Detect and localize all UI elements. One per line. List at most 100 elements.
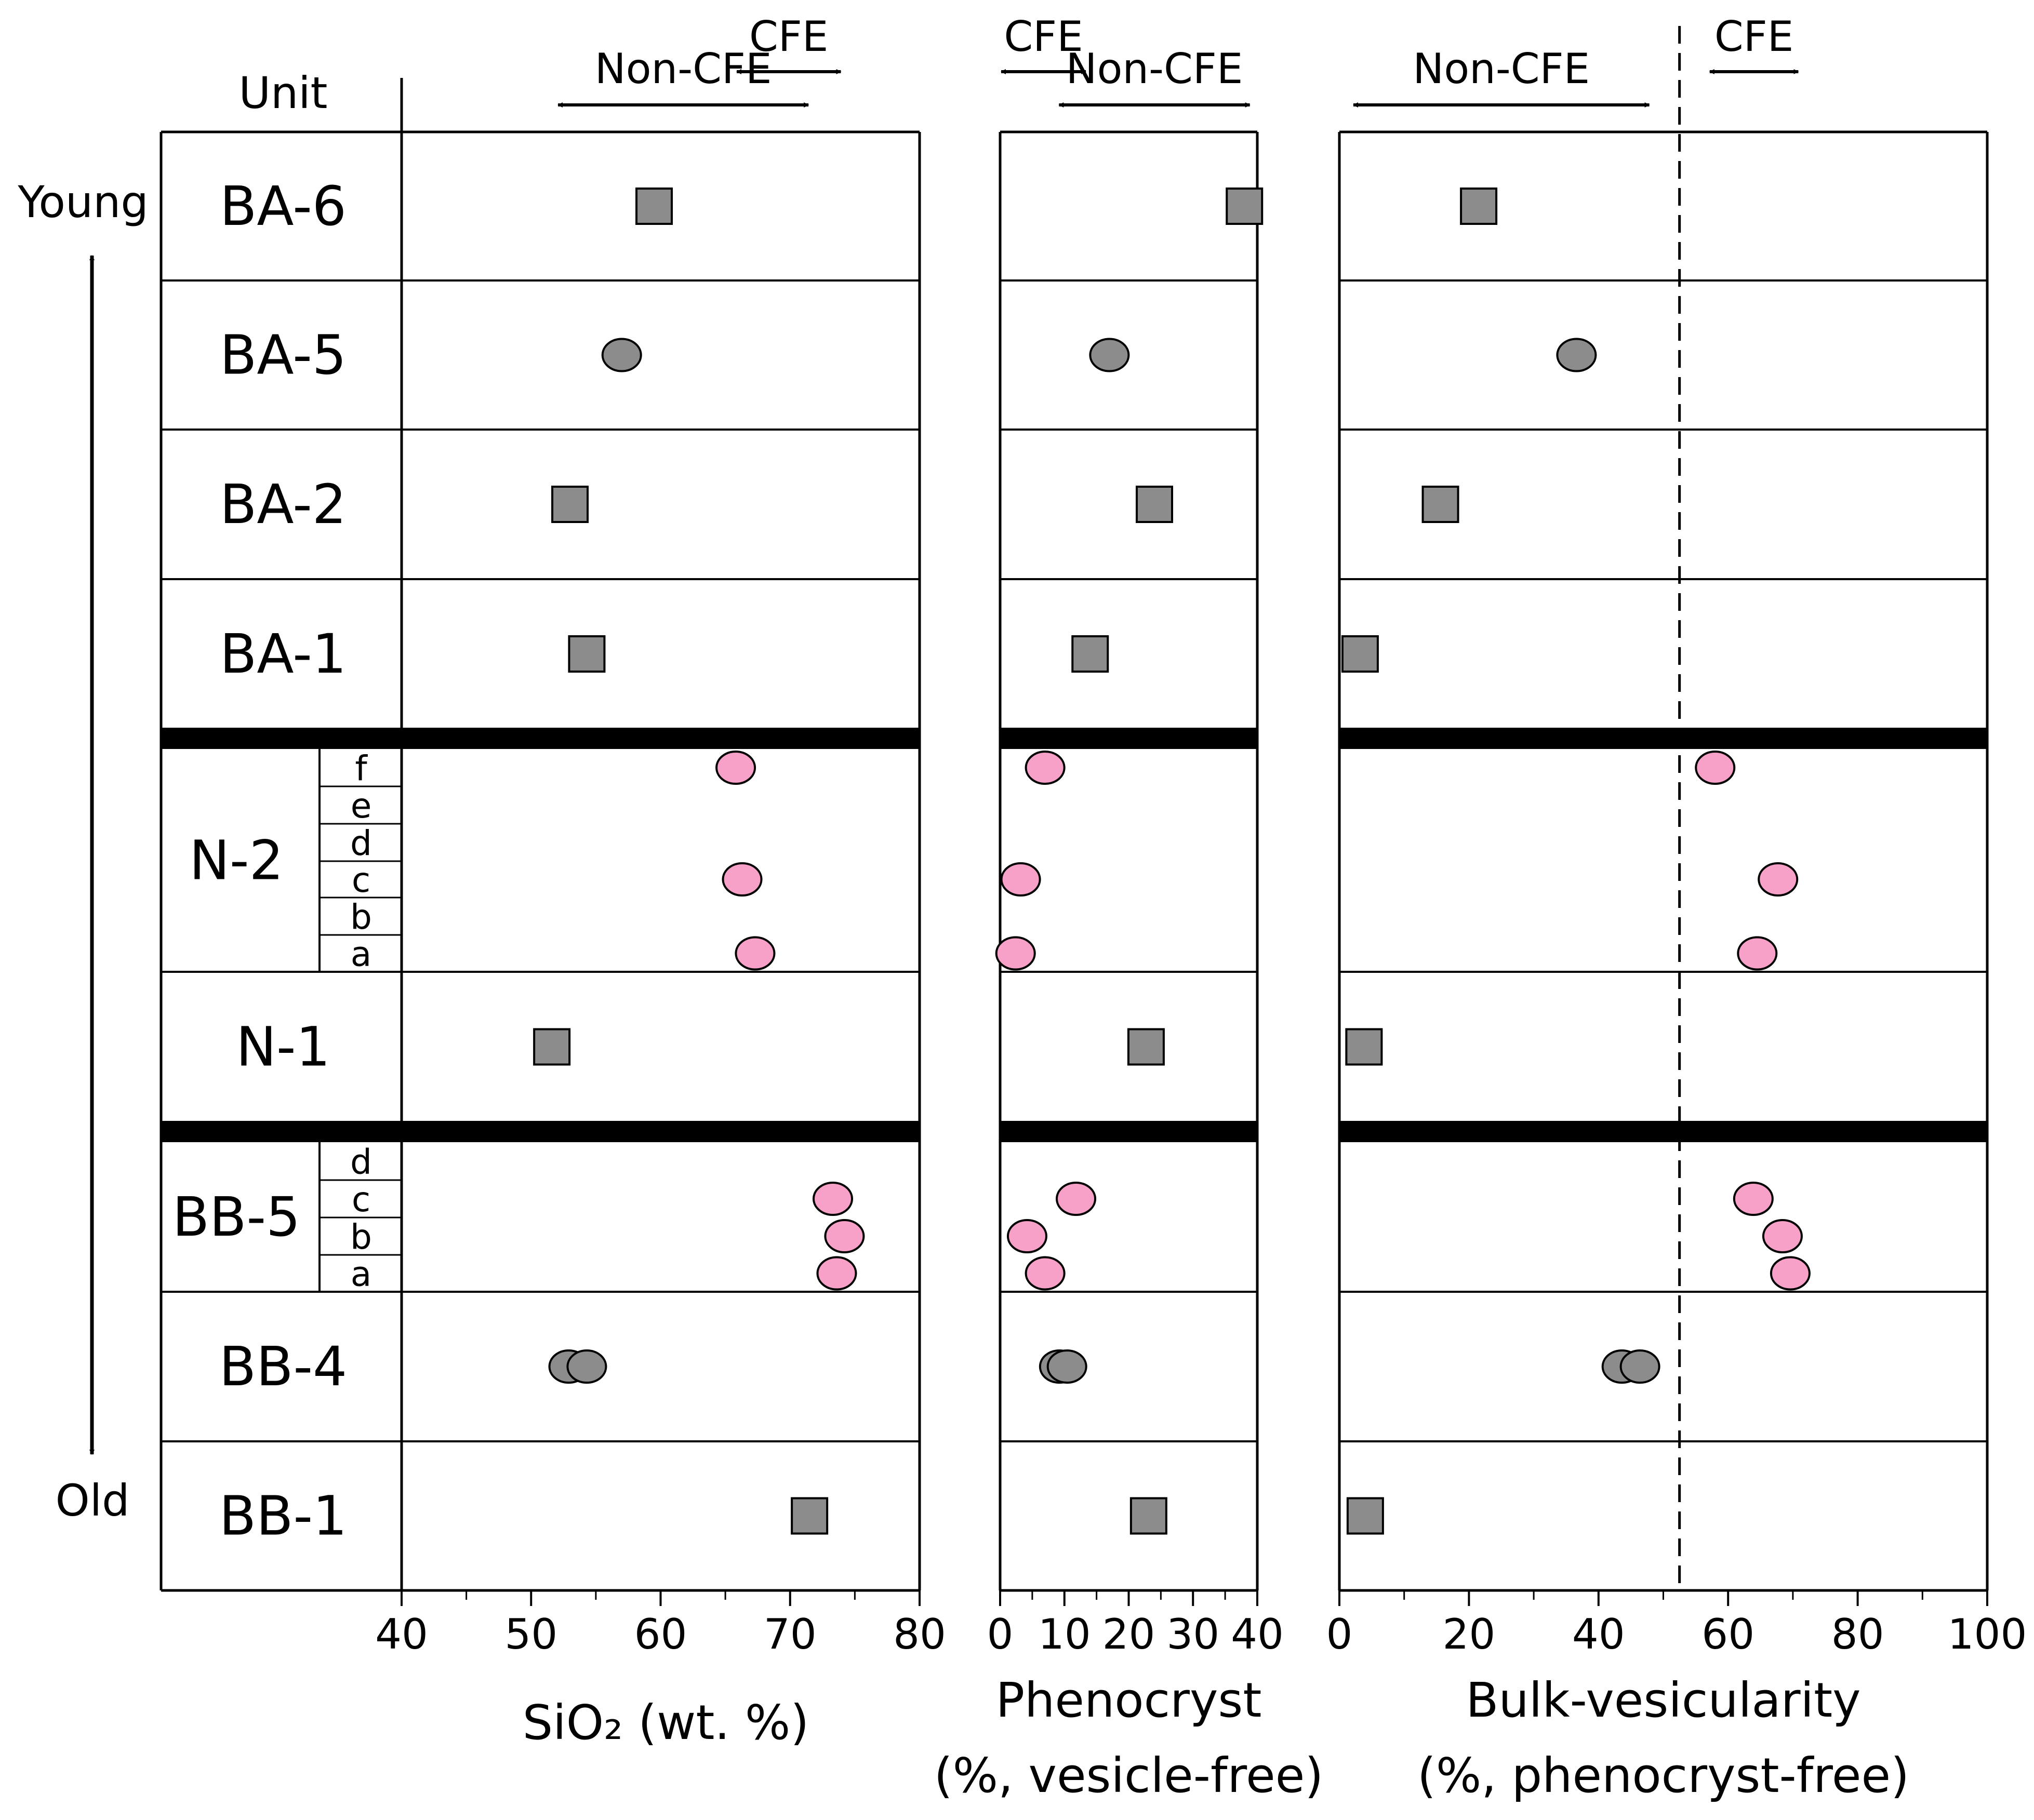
point-n-1-square xyxy=(533,1028,571,1066)
point-ba-2-square xyxy=(1421,486,1459,523)
subunit-label-d: d xyxy=(350,1142,372,1182)
point-ba-5-circle xyxy=(601,338,642,372)
x-tick-label: 10 xyxy=(1038,1610,1091,1658)
point-n-1-square xyxy=(1127,1028,1165,1066)
point-n-2-f-circle xyxy=(1025,751,1066,785)
group-separator-bar xyxy=(1000,1122,1257,1142)
point-bb-1-square xyxy=(791,1497,829,1535)
x-tick-label: 50 xyxy=(504,1610,557,1658)
point-n-1-square xyxy=(1345,1028,1383,1066)
point-n-2-a-circle xyxy=(735,936,776,971)
group-separator-bar xyxy=(161,1122,920,1142)
x-tick-label: 70 xyxy=(764,1610,817,1658)
x-tick-label: 40 xyxy=(1572,1610,1625,1658)
point-bb-1-square xyxy=(1346,1497,1384,1535)
point-n-2-f-circle xyxy=(715,751,756,785)
point-bb-5-a-circle xyxy=(1770,1256,1811,1291)
x-tick-label: 80 xyxy=(1831,1610,1884,1658)
subunit-label-c: c xyxy=(352,1180,370,1220)
x-tick-label: 60 xyxy=(1701,1610,1754,1658)
subunit-label-a: a xyxy=(351,1254,371,1294)
x-tick-label: 30 xyxy=(1166,1610,1219,1658)
unit-label-ba-1: BA-1 xyxy=(220,622,347,686)
unit-label-n-1: N-1 xyxy=(236,1015,330,1079)
unit-label-ba-6: BA-6 xyxy=(220,175,347,238)
x-tick-label: 0 xyxy=(1326,1610,1353,1658)
unit-label-bb-5: BB-5 xyxy=(172,1185,300,1249)
non-cfe-range-label: Non-CFE xyxy=(595,45,772,93)
x-tick-label: 40 xyxy=(1231,1610,1284,1658)
point-n-2-f-circle xyxy=(1695,751,1736,785)
cfe-range-label: CFE xyxy=(749,12,828,61)
point-n-2-c-circle xyxy=(722,862,763,896)
point-n-2-a-circle xyxy=(995,936,1036,971)
subunit-label-b: b xyxy=(350,1217,372,1257)
point-ba-6-square xyxy=(1460,188,1498,225)
point-bb-5-b-circle xyxy=(1762,1219,1803,1253)
x-tick-label: 80 xyxy=(893,1610,946,1658)
x-tick-label: 0 xyxy=(987,1610,1014,1658)
point-ba-2-square xyxy=(1136,486,1173,523)
unit-column: Unit Young Old BA-6BA-5BA-2BA-1N-2fedcba… xyxy=(17,68,372,1548)
cfe-range-label: CFE xyxy=(1004,12,1083,61)
point-bb-4-circle xyxy=(1046,1349,1087,1384)
subunit-label-e: e xyxy=(351,786,372,826)
unit-label-bb-4: BB-4 xyxy=(219,1335,347,1398)
point-bb-1-square xyxy=(1129,1497,1167,1535)
point-ba-1-square xyxy=(568,635,606,673)
x-tick-label: 40 xyxy=(375,1610,428,1658)
x-axis-label-units: (%, vesicle-free) xyxy=(934,1748,1324,1803)
x-tick-label: 60 xyxy=(634,1610,687,1658)
point-bb-5-c-circle xyxy=(1056,1182,1097,1216)
point-bb-5-b-circle xyxy=(824,1219,865,1253)
point-ba-1-square xyxy=(1341,635,1379,673)
panel-phenocryst: 0 10 20 30 40 Phenocryst (%, vesicle-free) CFEN… xyxy=(934,12,1324,1803)
x-axis-label: Bulk-vesicularity xyxy=(1466,1672,1860,1728)
unit-label-bb-1: BB-1 xyxy=(219,1484,347,1548)
point-ba-6-square xyxy=(635,188,673,225)
unit-label-ba-5: BA-5 xyxy=(220,324,347,387)
x-axis-label-units: (%, phenocryst-free) xyxy=(1417,1748,1909,1803)
row-lines-layer xyxy=(159,78,403,1590)
point-ba-2-square xyxy=(551,486,589,523)
point-bb-5-a-circle xyxy=(816,1256,857,1291)
subunit-label-b: b xyxy=(350,897,372,937)
point-bb-5-c-circle xyxy=(813,1182,854,1216)
old-label: Old xyxy=(56,1475,130,1526)
group-separator-bar xyxy=(1000,729,1257,749)
point-bb-4-circle xyxy=(566,1349,607,1384)
unit-label-ba-2: BA-2 xyxy=(220,473,347,536)
panel-vesicularity: 0 20 40 60 80 100 Bulk-vesicularity (%, phenocr… xyxy=(1326,12,2027,1803)
x-axis-label: SiO₂ (wt. %) xyxy=(523,1695,809,1750)
x-tick-label: 100 xyxy=(1948,1610,2027,1658)
point-bb-5-b-circle xyxy=(1006,1219,1047,1253)
x-tick-label: 20 xyxy=(1443,1610,1496,1658)
non-cfe-range-label: Non-CFE xyxy=(1413,45,1590,93)
group-separator-bar xyxy=(1339,729,1987,749)
young-label: Young xyxy=(17,177,148,228)
subunit-label-d: d xyxy=(350,823,372,863)
point-ba-6-square xyxy=(1226,188,1264,225)
point-ba-5-circle xyxy=(1556,338,1597,372)
subunit-label-f: f xyxy=(355,748,368,788)
unit-label-n-2: N-2 xyxy=(189,829,284,892)
point-bb-5-c-circle xyxy=(1733,1182,1774,1216)
point-n-2-c-circle xyxy=(1758,862,1799,896)
point-n-2-c-circle xyxy=(1000,862,1041,896)
non-cfe-range-label: Non-CFE xyxy=(1066,45,1243,93)
point-bb-4-circle xyxy=(1619,1349,1660,1384)
point-bb-5-a-circle xyxy=(1025,1256,1066,1291)
x-tick-label: 20 xyxy=(1102,1610,1155,1658)
group-separator-bar xyxy=(1339,1122,1987,1142)
unit-header: Unit xyxy=(239,68,328,118)
subunit-label-c: c xyxy=(352,860,370,900)
x-axis-label: Phenocryst xyxy=(996,1672,1262,1728)
point-ba-1-square xyxy=(1071,635,1109,673)
subunit-label-a: a xyxy=(351,934,371,974)
point-ba-5-circle xyxy=(1089,338,1130,372)
